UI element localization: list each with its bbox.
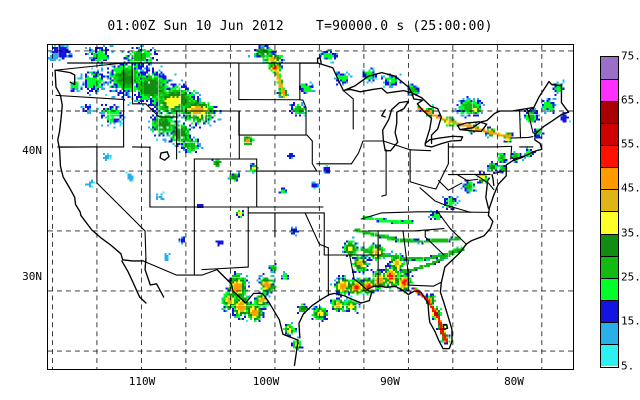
map-svg xyxy=(48,45,573,369)
colorbar-band-12 xyxy=(601,322,618,345)
pacific-coast xyxy=(54,69,124,261)
great-salt-lake xyxy=(159,151,170,161)
state-border-segment xyxy=(304,212,329,249)
colorbar-band-9 xyxy=(601,255,618,278)
green-bay xyxy=(381,109,386,118)
y-tick-label-40n: 40N xyxy=(22,144,42,157)
lake-okeechobee xyxy=(442,323,449,331)
y-tick-label-30n: 30N xyxy=(22,270,42,283)
state-border-segment xyxy=(419,187,472,213)
gulf-florida-coast xyxy=(298,281,453,350)
colorbar-band-0 xyxy=(601,56,618,79)
rio-grande xyxy=(216,268,299,341)
state-border-segment xyxy=(132,103,178,118)
state-border-segment xyxy=(360,211,490,220)
state-border-segment xyxy=(424,230,445,256)
colorbar-band-2 xyxy=(601,100,618,123)
state-border-segment xyxy=(381,149,387,197)
canada-border-ny xyxy=(459,106,535,131)
atlantic-coast xyxy=(440,111,570,284)
state-border-segment xyxy=(96,146,146,232)
state-border-segment xyxy=(409,163,449,190)
x-tick-label-100w: 100W xyxy=(252,375,280,388)
colorbar-tick-label-5: 25. xyxy=(621,270,640,284)
state-border-segment xyxy=(519,110,522,139)
colorbar-tick-label-2: 55. xyxy=(621,137,640,151)
state-border-segment xyxy=(201,266,249,271)
state-border-segment xyxy=(510,135,534,139)
x-tick-label-90w: 90W xyxy=(380,375,400,388)
colorbar-tick-label-3: 45. xyxy=(621,181,640,195)
maine-canada-border xyxy=(533,80,570,113)
colorbar-tick-label-1: 65. xyxy=(621,93,640,107)
state-border-segment xyxy=(142,260,218,276)
colorbar-band-3 xyxy=(601,122,618,146)
lake-huron-east xyxy=(411,92,442,145)
state-border-segment xyxy=(342,90,354,130)
colorbar-tick-label-0: 75. xyxy=(621,49,640,62)
lake-michigan xyxy=(381,100,410,152)
us-mexico-border-ca xyxy=(122,259,144,262)
state-border-segment xyxy=(402,230,409,280)
state-border-segment xyxy=(493,170,506,174)
colorbar-tick-label-7: 5. xyxy=(621,359,635,372)
state-border-segment xyxy=(54,62,125,71)
state-border-segment xyxy=(456,174,479,182)
reflectivity-colorbar xyxy=(600,55,619,368)
page-title: 01:00Z Sun 10 Jun 2012 T=90000.0 s (25:0… xyxy=(107,19,493,34)
lake-superior-huron xyxy=(344,71,433,145)
state-border-segment xyxy=(447,145,513,148)
baja-coast xyxy=(121,260,147,304)
colorbar-tick-label-6: 15. xyxy=(621,314,640,328)
lake-ontario xyxy=(456,121,488,133)
mexico-gulf-coast xyxy=(293,339,299,367)
colorbar-band-10 xyxy=(601,277,618,301)
state-border-segment xyxy=(144,230,147,260)
map-plot-area xyxy=(47,44,574,370)
state-border-segment xyxy=(474,173,495,191)
colorbar-band-5 xyxy=(601,167,618,190)
colorbar-band-11 xyxy=(601,300,618,323)
colorbar-band-6 xyxy=(601,189,618,212)
colorbar-band-13 xyxy=(601,344,618,367)
state-border-segment xyxy=(349,254,367,290)
puget-sound xyxy=(55,69,76,86)
state-border-segment xyxy=(510,145,513,160)
state-borders xyxy=(54,62,536,297)
canada-border-mn xyxy=(299,62,346,92)
delaware-bay xyxy=(491,173,495,187)
northwest-angle xyxy=(316,57,322,64)
gulf-california xyxy=(144,257,165,298)
state-border-segment xyxy=(350,140,384,165)
state-border-segment xyxy=(511,106,535,112)
colorbar-tick-label-4: 35. xyxy=(621,226,640,240)
colorbar-band-7 xyxy=(601,211,618,234)
state-border-segment xyxy=(55,94,126,101)
x-tick-label-80w: 80W xyxy=(504,375,524,388)
state-border-segment xyxy=(438,180,463,191)
x-tick-label-110w: 110W xyxy=(128,375,156,388)
chesapeake-bay xyxy=(485,177,490,209)
colorbar-band-8 xyxy=(601,233,618,256)
state-border-segment xyxy=(407,278,441,287)
colorbar-band-1 xyxy=(601,78,618,101)
lake-erie xyxy=(424,135,464,148)
state-border-segment xyxy=(306,134,318,172)
state-border-segment xyxy=(302,99,307,136)
colorbar-band-4 xyxy=(601,145,618,168)
state-border-segment xyxy=(527,109,536,135)
coastlines xyxy=(54,57,570,367)
